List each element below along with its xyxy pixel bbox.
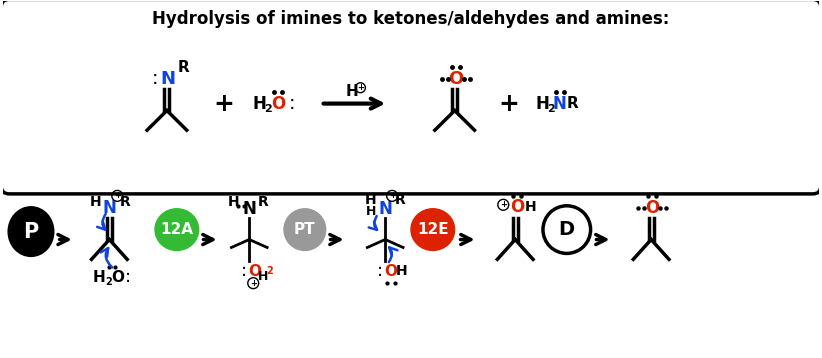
Text: O: O bbox=[271, 95, 285, 112]
Text: H: H bbox=[364, 193, 376, 207]
Text: R: R bbox=[178, 61, 190, 76]
Text: +: + bbox=[500, 200, 507, 209]
Text: 2: 2 bbox=[264, 103, 272, 113]
Ellipse shape bbox=[411, 209, 455, 251]
Text: +: + bbox=[250, 279, 256, 288]
Text: 2: 2 bbox=[105, 277, 112, 287]
Text: O: O bbox=[510, 198, 524, 216]
Ellipse shape bbox=[284, 209, 326, 251]
Text: N: N bbox=[378, 200, 392, 218]
Text: H: H bbox=[252, 95, 266, 112]
Text: H: H bbox=[90, 195, 101, 209]
Ellipse shape bbox=[8, 207, 53, 256]
Text: H: H bbox=[346, 84, 359, 99]
Text: H: H bbox=[228, 195, 239, 209]
Text: 12A: 12A bbox=[160, 222, 193, 237]
Text: +: + bbox=[113, 192, 121, 200]
Text: N: N bbox=[242, 200, 256, 218]
Text: R: R bbox=[395, 193, 405, 207]
Text: N: N bbox=[103, 199, 116, 217]
Text: R: R bbox=[258, 195, 269, 209]
Text: O: O bbox=[645, 199, 659, 217]
Text: O: O bbox=[448, 70, 464, 88]
Text: R: R bbox=[567, 96, 579, 111]
Ellipse shape bbox=[155, 209, 199, 251]
Text: N: N bbox=[160, 70, 175, 88]
Text: N: N bbox=[553, 95, 567, 112]
Text: H: H bbox=[258, 270, 268, 283]
Text: P: P bbox=[23, 222, 39, 242]
Text: +: + bbox=[213, 92, 234, 116]
FancyBboxPatch shape bbox=[1, 0, 821, 194]
Text: :: : bbox=[289, 94, 295, 113]
Text: Hydrolysis of imines to ketones/aldehydes and amines:: Hydrolysis of imines to ketones/aldehyde… bbox=[152, 10, 670, 28]
Circle shape bbox=[543, 206, 590, 253]
Text: H: H bbox=[93, 270, 106, 285]
Text: 2: 2 bbox=[547, 103, 555, 113]
Text: H: H bbox=[525, 200, 537, 214]
Text: +: + bbox=[357, 83, 364, 92]
Text: H: H bbox=[366, 205, 376, 218]
Text: :: : bbox=[241, 262, 247, 280]
Text: :: : bbox=[152, 69, 159, 88]
Text: H: H bbox=[535, 95, 549, 112]
Text: 2: 2 bbox=[266, 266, 274, 276]
Text: PT: PT bbox=[294, 222, 316, 237]
Text: O: O bbox=[385, 264, 398, 279]
Text: D: D bbox=[559, 220, 575, 239]
Text: O: O bbox=[249, 264, 261, 279]
Text: :: : bbox=[125, 268, 132, 286]
Text: :: : bbox=[377, 262, 383, 280]
Text: O: O bbox=[111, 270, 124, 285]
Text: R: R bbox=[120, 195, 131, 209]
Text: +: + bbox=[389, 192, 395, 200]
Text: H: H bbox=[395, 264, 407, 278]
Text: +: + bbox=[499, 92, 520, 116]
Text: 12E: 12E bbox=[417, 222, 449, 237]
